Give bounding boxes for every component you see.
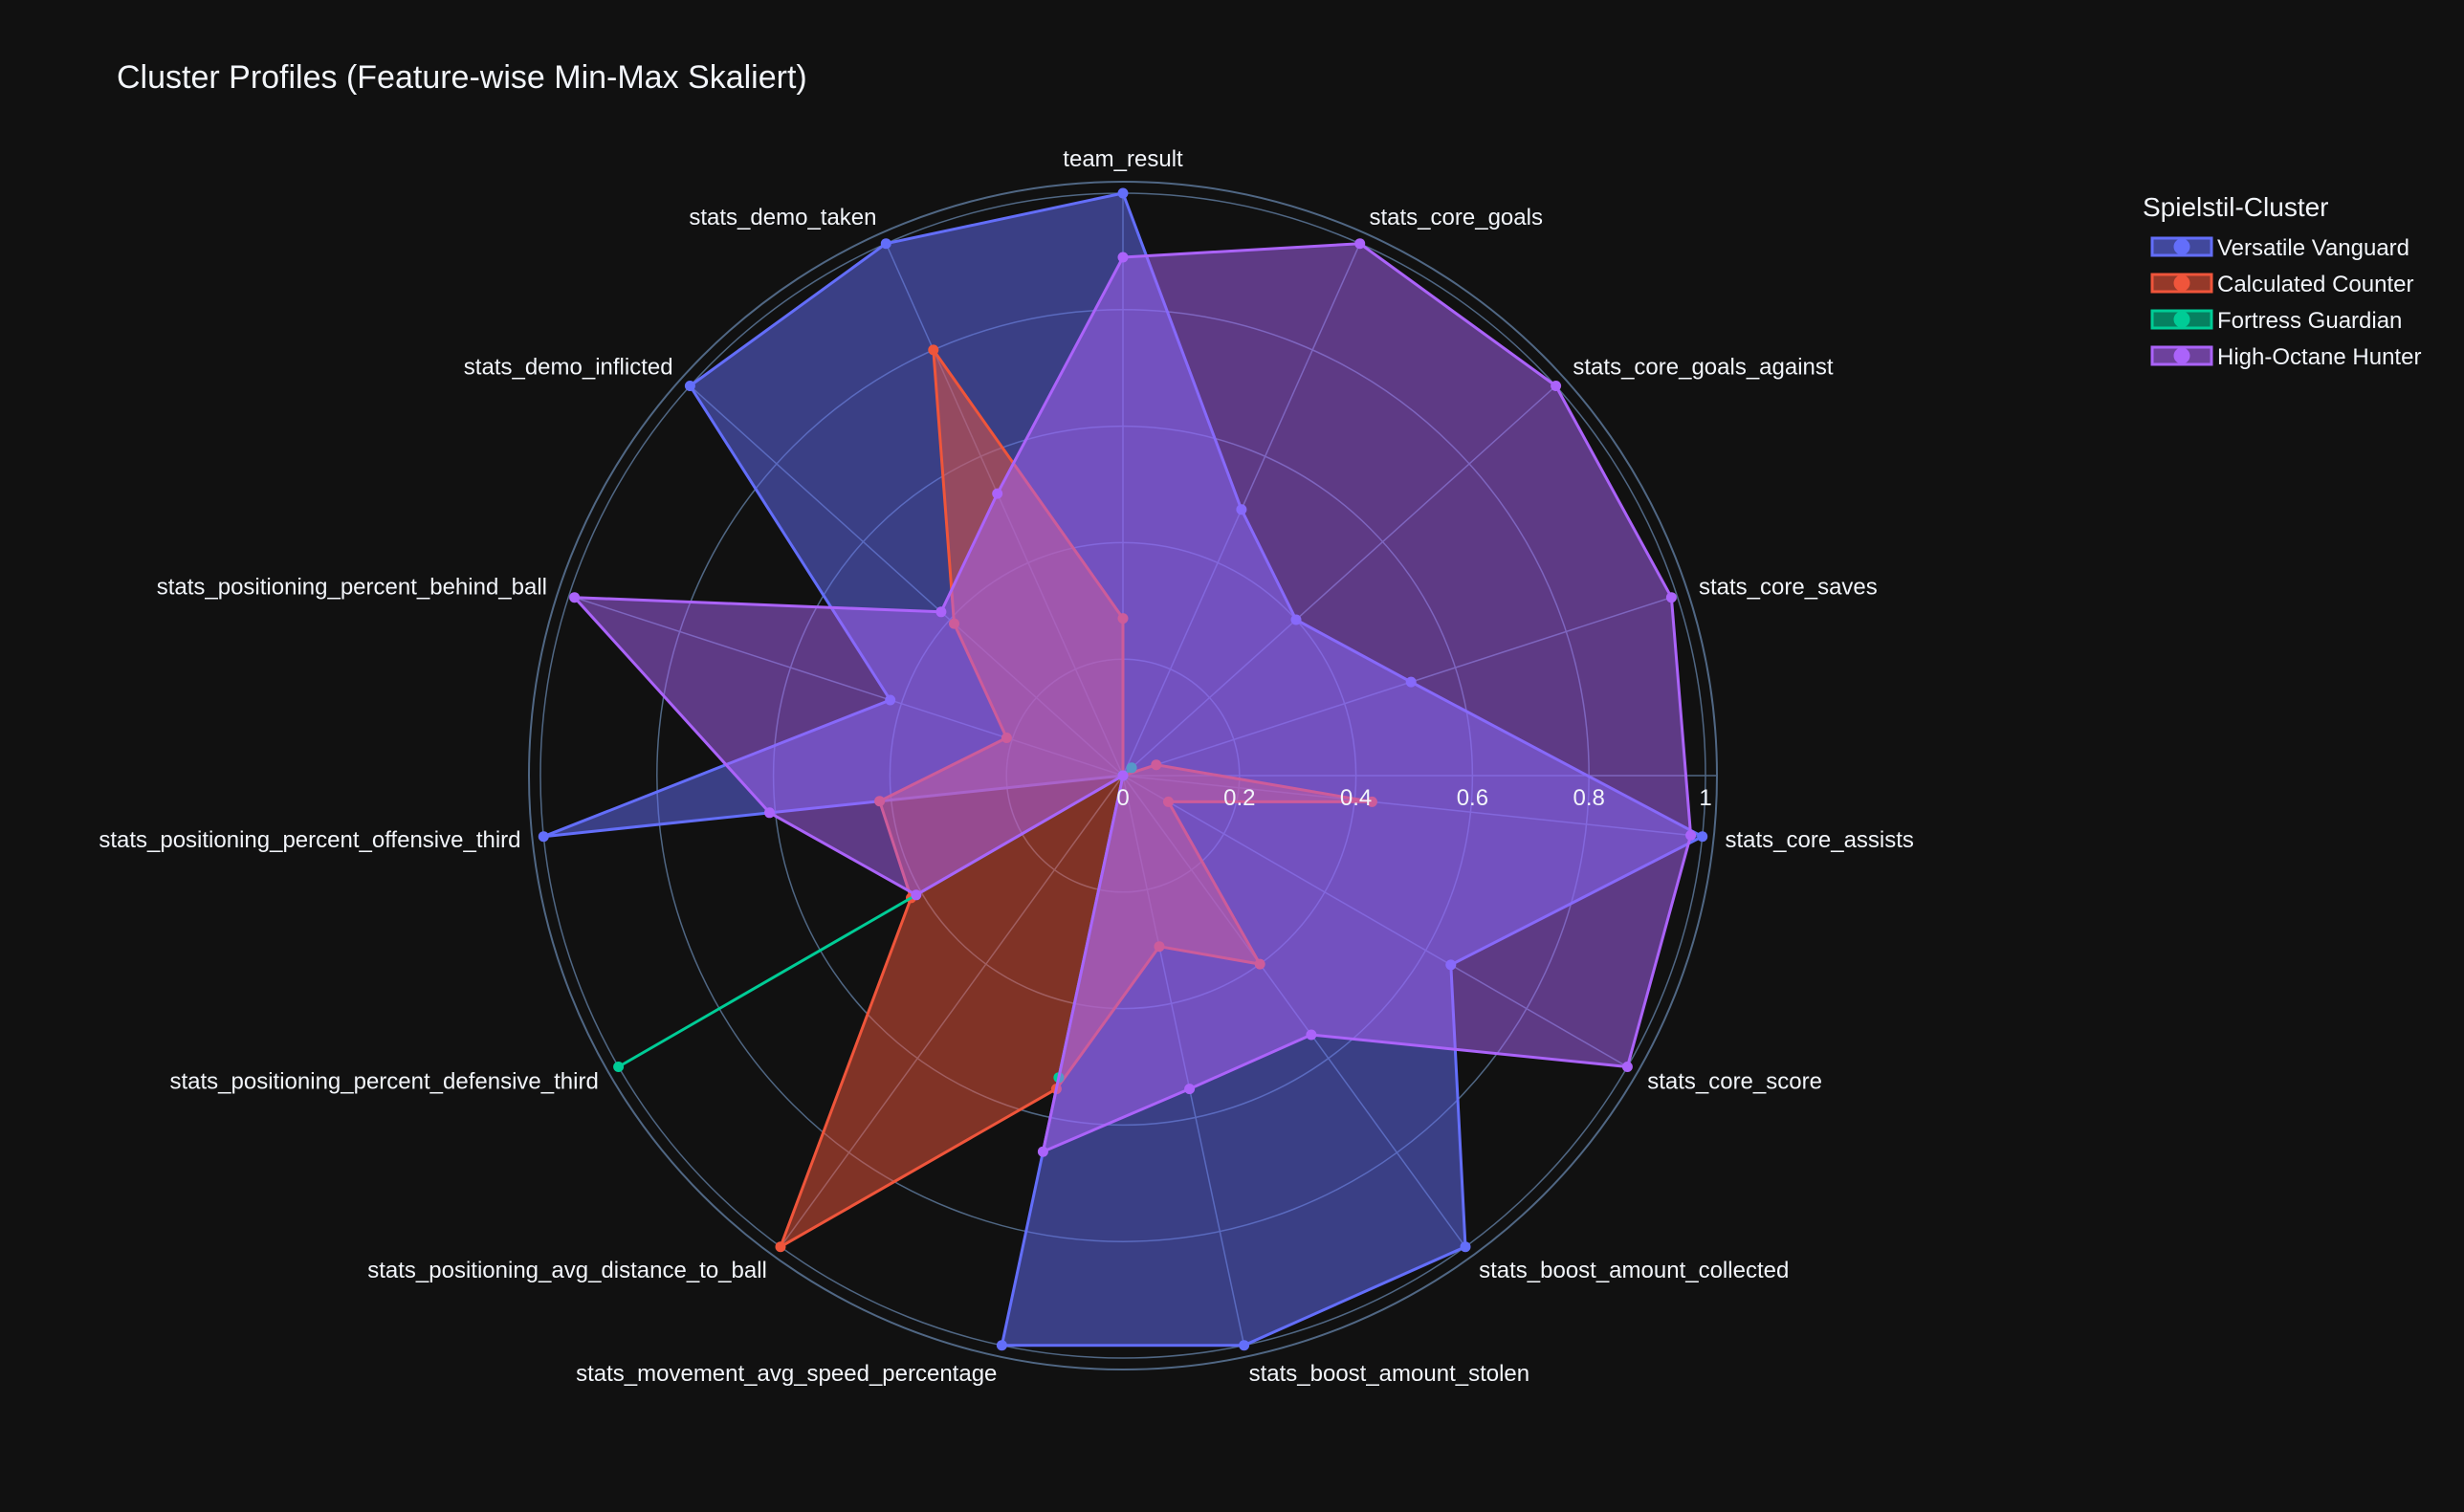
- data-point: [992, 488, 1003, 499]
- legend-marker: [2173, 347, 2190, 364]
- axis-label: stats_core_goals_against: [1573, 354, 1834, 380]
- axis-label: stats_core_assists: [1726, 827, 1914, 853]
- radial-tick-label: 0.8: [1573, 785, 1605, 811]
- data-point: [1117, 770, 1129, 781]
- legend: Spielstil-Cluster Versatile Vanguard Calc…: [2143, 192, 2421, 370]
- axis-label: stats_core_score: [1647, 1069, 1822, 1095]
- chart-title: Cluster Profiles (Feature-wise Min-Max S…: [117, 59, 807, 96]
- series-area: [573, 242, 1693, 1153]
- axis-label: stats_demo_taken: [689, 205, 876, 230]
- legend-marker: [2173, 238, 2190, 255]
- data-point: [1184, 1084, 1196, 1095]
- radial-tick-label: 1: [1699, 785, 1711, 811]
- legend-label: Calculated Counter: [2217, 272, 2413, 297]
- data-point: [1354, 238, 1366, 250]
- axis-label: stats_boost_amount_collected: [1479, 1258, 1789, 1283]
- data-point: [1239, 1340, 1250, 1351]
- data-point: [911, 889, 922, 901]
- axis-label: stats_demo_inflicted: [464, 354, 673, 380]
- legend-label: Fortress Guardian: [2217, 308, 2402, 334]
- axis-label: stats_core_saves: [1699, 575, 1878, 601]
- legend-item: High-Octane Hunter: [2150, 344, 2421, 370]
- legend-marker: [2173, 274, 2190, 292]
- legend-title: Spielstil-Cluster: [2143, 192, 2329, 222]
- data-point: [928, 344, 939, 356]
- data-point: [1697, 831, 1708, 843]
- data-point: [1551, 381, 1562, 391]
- data-point: [1117, 252, 1129, 263]
- data-point: [880, 238, 891, 250]
- data-point: [996, 1340, 1007, 1351]
- series-layer: [538, 187, 1708, 1351]
- legend-item: Fortress Guardian: [2150, 308, 2402, 334]
- data-point: [538, 831, 549, 843]
- axis-label: stats_core_goals: [1370, 205, 1543, 230]
- data-point: [569, 592, 581, 603]
- data-point: [1460, 1241, 1471, 1253]
- axis-label: team_result: [1063, 146, 1183, 172]
- data-point: [613, 1062, 625, 1072]
- axis-label: stats_positioning_percent_behind_ball: [157, 575, 547, 601]
- axis-labels: 0 0.2 0.4 0.6 0.8 1 team_result stats_core_goal…: [99, 146, 1914, 1387]
- data-point: [764, 807, 775, 819]
- radial-tick-label: 0.2: [1223, 785, 1255, 811]
- radial-tick-label: 0.6: [1457, 785, 1488, 811]
- data-point: [1685, 829, 1697, 841]
- legend-item: Versatile Vanguard: [2150, 235, 2409, 261]
- axis-label: stats_positioning_avg_distance_to_ball: [367, 1258, 767, 1283]
- data-point: [684, 381, 695, 391]
- legend-marker: [2173, 311, 2190, 328]
- data-point: [1665, 592, 1677, 603]
- data-point: [935, 606, 947, 618]
- legend-item: Calculated Counter: [2150, 272, 2413, 297]
- data-point: [1037, 1146, 1048, 1157]
- legend-label: Versatile Vanguard: [2217, 235, 2409, 261]
- data-point: [1117, 187, 1129, 199]
- radial-tick-label: 0: [1116, 785, 1129, 811]
- axis-label: stats_positioning_percent_offensive_thir…: [99, 827, 520, 853]
- axis-label: stats_boost_amount_stolen: [1249, 1361, 1530, 1387]
- data-point: [1306, 1029, 1317, 1041]
- series-high-octane-hunter: [569, 238, 1697, 1157]
- legend-label: High-Octane Hunter: [2217, 344, 2421, 370]
- data-point: [1621, 1062, 1633, 1072]
- axis-label: stats_movement_avg_speed_percentage: [576, 1361, 997, 1387]
- data-point: [775, 1241, 786, 1253]
- axis-label: stats_positioning_percent_defensive_thir…: [169, 1069, 598, 1095]
- radial-tick-label: 0.4: [1340, 785, 1372, 811]
